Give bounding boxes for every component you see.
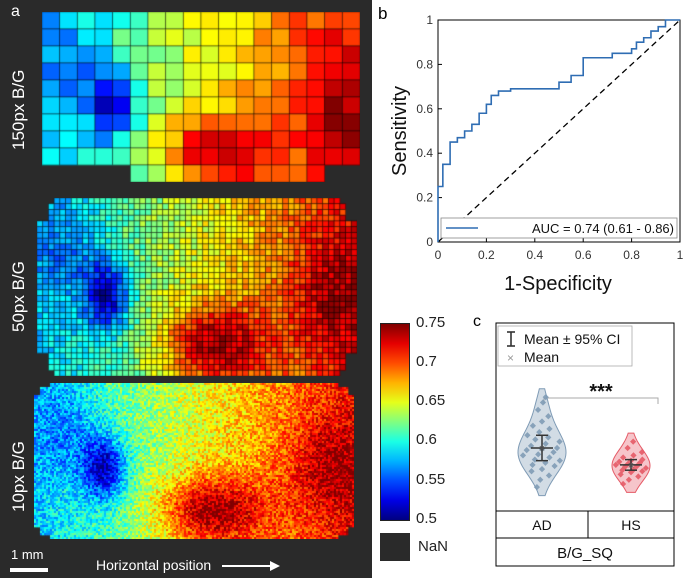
significance-label: *** (589, 381, 613, 403)
roc-y-tick: 0 (426, 235, 433, 249)
roc-y-label: Sensitivity (389, 86, 411, 176)
colorbar: 0.75 0.7 0.65 0.6 0.55 0.5 NaN (378, 314, 468, 578)
mean-legend-label: Mean (524, 349, 559, 365)
roc-legend (440, 217, 678, 239)
violin-point (630, 438, 637, 445)
roc-x-label: 1-Specificity (504, 273, 612, 295)
roc-y-tick: 0.2 (416, 191, 433, 205)
violin-chart: Mean ± 95% CI × Mean *** × × AD HS B/G_SQ (495, 322, 675, 567)
violin-x-label: B/G_SQ (557, 545, 613, 562)
category-label-ad: AD (532, 517, 551, 533)
roc-x-tick: 0.4 (526, 248, 543, 262)
roc-curve (437, 19, 680, 242)
violin-xlabel-row (495, 537, 675, 567)
colorbar-tick: 0.65 (416, 392, 446, 409)
panel-c-letter: c (473, 313, 481, 330)
roc-y-tick: 1 (426, 13, 433, 27)
map-150px-label: 150px B/G (9, 69, 28, 150)
panel-a-letter: a (11, 3, 20, 20)
horizontal-position-label: Horizontal position (96, 557, 212, 573)
roc-x-tick: 0.8 (623, 248, 640, 262)
roc-chance-line (437, 19, 681, 243)
map-50px (37, 198, 357, 376)
ci-legend-icon (507, 331, 515, 347)
horizontal-arrow-icon (222, 561, 280, 571)
colorbar-tick: 0.5 (416, 510, 437, 527)
mean-marker: × (628, 460, 634, 472)
colorbar-gradient (380, 323, 410, 521)
panel-b-letter: b (378, 4, 388, 23)
colorbar-tick: 0.55 (416, 471, 446, 488)
roc-chart: 0 0.2 0.4 0.6 0.8 1 0 0.2 0.4 0.6 0.8 1 AUC = 0.74 … (389, 13, 684, 295)
colorbar-tick: 0.6 (416, 431, 437, 448)
violin-category-row (495, 510, 675, 539)
roc-legend-label: AUC = 0.74 (0.61 - 0.86) (532, 221, 674, 236)
mean-marker: × (539, 443, 545, 455)
map-10px-label: 10px B/G (9, 441, 28, 512)
roc-y-tick: 0.4 (416, 146, 433, 160)
scale-bar (10, 568, 48, 572)
scale-bar-label: 1 mm (11, 547, 44, 562)
roc-x-tick: 0.2 (478, 248, 495, 262)
violin-point (545, 472, 553, 479)
roc-y-tick: 0.6 (416, 102, 433, 116)
map-50px-label: 50px B/G (9, 261, 28, 332)
ci-legend-label: Mean ± 95% CI (524, 331, 620, 347)
nan-swatch (380, 533, 410, 561)
map-150px (42, 12, 360, 182)
violin-legend (497, 325, 633, 367)
roc-x-tick: 1 (677, 248, 684, 262)
violin-point (532, 436, 539, 443)
colorbar-tick: 0.7 (416, 353, 437, 370)
colorbar-tick: 0.75 (416, 314, 446, 331)
panel-a: a 150px B/G 50px B/G 10px B/G 1 mm Horiz… (0, 0, 372, 578)
roc-y-tick: 0.8 (416, 57, 433, 71)
roc-x-tick: 0.6 (575, 248, 592, 262)
violin-point (612, 461, 619, 469)
category-label-hs: HS (621, 517, 640, 533)
roc-x-tick: 0 (435, 248, 442, 262)
mean-legend-icon: × (507, 351, 514, 365)
violin-point (642, 464, 650, 472)
nan-label: NaN (418, 538, 449, 555)
map-10px (34, 383, 354, 539)
